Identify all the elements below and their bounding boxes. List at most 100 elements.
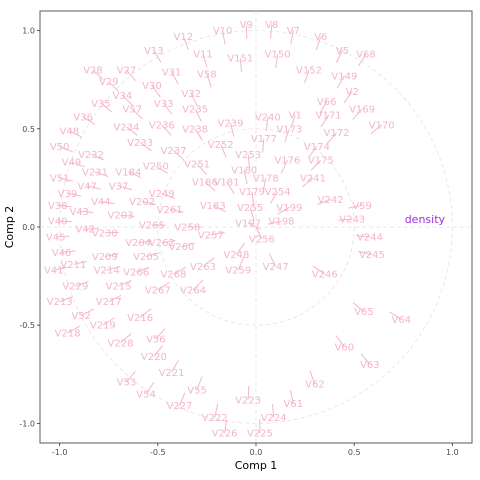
leader-V217 — [108, 294, 122, 303]
y-tick-label: 1.0 — [22, 27, 35, 36]
leader-V151 — [239, 58, 243, 73]
point-label-V10: V10 — [213, 26, 233, 37]
leader-V257 — [210, 231, 225, 236]
leader-V218 — [67, 325, 80, 334]
leader-V243 — [338, 218, 353, 221]
leader-V47 — [87, 185, 101, 190]
reference-lines — [40, 11, 472, 443]
leader-V31 — [171, 71, 179, 85]
point-label-V252: V252 — [208, 140, 234, 151]
point-label-V258: V258 — [174, 223, 200, 234]
leader-V34 — [122, 95, 133, 106]
point-label-V250: V250 — [143, 162, 169, 173]
leader-V232 — [90, 153, 105, 161]
reference-circle-1 — [157, 128, 355, 326]
leader-V39 — [67, 193, 82, 197]
point-label-V213: V213 — [47, 297, 73, 308]
leader-V267 — [157, 281, 170, 291]
leader-V216 — [139, 308, 152, 318]
leader-V214 — [106, 265, 121, 271]
leader-V173 — [284, 128, 290, 143]
point-label-V48: V48 — [60, 126, 80, 137]
leader-V237 — [173, 150, 185, 161]
point-label-V243: V243 — [339, 215, 365, 226]
leader-V43 — [79, 210, 94, 214]
point-label-V178: V178 — [253, 173, 279, 184]
point-label-V226: V226 — [212, 429, 238, 440]
leader-V59 — [348, 204, 363, 209]
point-label-V260: V260 — [168, 242, 194, 253]
point-label-V264: V264 — [180, 285, 206, 296]
point-label-V59: V59 — [352, 201, 372, 212]
leader-V29 — [108, 81, 120, 92]
leader-V251 — [196, 163, 208, 175]
leader-V263 — [202, 257, 215, 267]
leader-V66 — [319, 101, 328, 114]
leader-V250 — [155, 165, 169, 174]
leader-V234 — [126, 126, 138, 136]
point-label-V217: V217 — [96, 297, 122, 308]
point-label-V179: V179 — [239, 187, 265, 198]
leader-V199 — [277, 206, 290, 215]
leader-V8 — [270, 24, 273, 39]
point-label-V199: V199 — [276, 203, 302, 214]
point-label-V32: V32 — [181, 89, 201, 100]
leader-V149 — [336, 75, 345, 89]
leader-V48 — [69, 130, 83, 138]
point-label-V255: V255 — [237, 203, 263, 214]
leader-V51 — [59, 177, 74, 182]
point-label-V34: V34 — [113, 91, 133, 102]
point-label-V236: V236 — [149, 120, 175, 131]
leader-V169 — [352, 108, 363, 120]
point-label-V61: V61 — [284, 399, 304, 410]
point-label-V151: V151 — [227, 54, 253, 65]
point-label-V223: V223 — [235, 395, 261, 406]
point-label-V225: V225 — [247, 429, 273, 440]
point-label-V219: V219 — [90, 321, 116, 332]
point-label-V152: V152 — [296, 65, 322, 76]
leader-V30 — [151, 85, 161, 98]
leader-V204 — [138, 240, 153, 244]
point-label-V176: V176 — [274, 156, 300, 167]
leader-V266 — [136, 266, 150, 273]
leader-V197 — [247, 222, 261, 230]
leader-V38 — [57, 204, 72, 208]
x-tick-label: 0.0 — [250, 448, 263, 457]
point-label-V249: V249 — [149, 189, 175, 200]
leader-V178 — [262, 177, 267, 192]
leader-V63 — [360, 353, 371, 365]
point-label-V220: V220 — [141, 352, 167, 363]
point-label-V60: V60 — [335, 342, 355, 353]
leader-V215 — [118, 279, 132, 287]
point-label-V244: V244 — [357, 232, 383, 243]
leader-V41 — [53, 266, 68, 271]
point-label-V267: V267 — [145, 285, 171, 296]
point-label-V246: V246 — [312, 270, 338, 281]
leader-V205 — [145, 252, 160, 257]
leader-V264 — [192, 279, 204, 291]
point-label-V174: V174 — [304, 142, 330, 153]
leader-V219 — [102, 317, 115, 326]
point-label-V28: V28 — [83, 65, 103, 76]
leader-V13 — [153, 50, 162, 63]
point-label-V240: V240 — [255, 113, 281, 124]
point-label-V211: V211 — [60, 260, 86, 271]
leader-V62 — [309, 370, 316, 385]
leader-V58 — [206, 73, 212, 88]
point-label-V222: V222 — [202, 413, 228, 424]
point-label-V12: V12 — [174, 32, 194, 43]
point-label-V41: V41 — [44, 266, 64, 277]
point-label-V227: V227 — [166, 401, 192, 412]
point-label-V8: V8 — [265, 20, 278, 31]
leader-V198 — [267, 220, 282, 225]
point-label-V45: V45 — [46, 232, 66, 243]
leader-V249 — [161, 193, 176, 199]
leader-V32 — [190, 93, 198, 107]
leader-V240 — [265, 116, 269, 132]
x-tick-label: -0.5 — [150, 448, 166, 457]
leader-V184 — [128, 171, 142, 179]
y-tick-label: 0.0 — [22, 223, 35, 232]
point-label-V54: V54 — [136, 389, 156, 400]
point-label-V44: V44 — [91, 197, 111, 208]
point-label-V237: V237 — [161, 146, 187, 157]
